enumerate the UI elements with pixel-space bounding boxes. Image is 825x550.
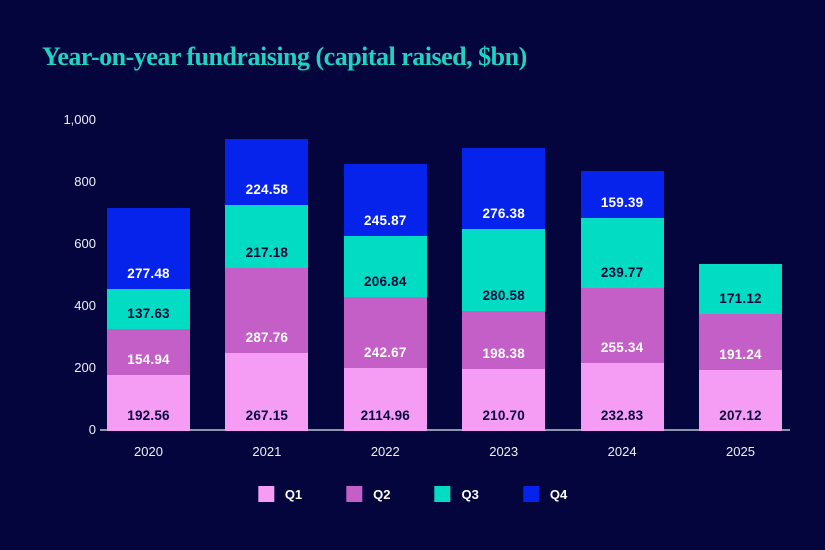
segment-value-label: 277.48 (127, 265, 170, 281)
y-axis-tick-label: 0 (88, 422, 96, 437)
segment-value-label: 280.58 (482, 288, 525, 304)
bar-segment-q3-2023: 280.58 (462, 229, 546, 312)
y-axis-tick-label: 400 (74, 298, 96, 313)
bar-segment-q1-2025: 207.12 (699, 370, 782, 431)
y-axis-tick-label: 200 (74, 360, 96, 375)
bar-segment-q3-2022: 206.84 (343, 236, 427, 297)
segment-value-label: 210.70 (482, 408, 525, 423)
x-axis-label-2025: 2025 (726, 444, 755, 459)
segment-value-label: 171.12 (719, 291, 762, 307)
legend: Q1 Q2 Q3 Q4 (257, 486, 568, 502)
legend-swatch-q2 (346, 486, 363, 502)
segment-value-label: 206.84 (364, 273, 407, 289)
bar-segment-q4-2024: 159.39 (580, 171, 664, 218)
chart-title: Year-on-year fundraising (capital raised… (42, 42, 527, 71)
bar-segment-q2-2020: 154.94 (107, 329, 190, 375)
bar-segment-q1-2024: 232.83 (580, 362, 664, 431)
segment-value-label: 232.83 (600, 408, 644, 423)
bar-segment-q1-2022: 2114.96 (343, 368, 427, 431)
bar-segment-q3-2020: 137.63 (107, 288, 190, 330)
bar-segment-q2-2021: 287.76 (225, 268, 309, 353)
bar-segment-q2-2022: 242.67 (343, 296, 427, 368)
y-axis-tick-label: 800 (74, 174, 96, 189)
bar-segment-q3-2024: 239.77 (580, 217, 664, 289)
segment-value-label: 287.76 (245, 329, 289, 345)
segment-value-label: 159.39 (600, 194, 644, 210)
legend-label: Q3 (461, 486, 479, 502)
bar-segment-q1-2023: 210.70 (462, 369, 546, 431)
legend-item-q2: Q2 (346, 486, 391, 502)
bar-group-2025: 171.12 191.24 207.12 (699, 264, 782, 431)
bar-group-2024: 159.39 239.77 255.34 232.83 (580, 171, 664, 431)
legend-swatch-q1 (257, 486, 274, 502)
legend-swatch-q3 (434, 486, 451, 502)
segment-value-label: 276.38 (482, 206, 525, 222)
bar-segment-q4-2020: 277.48 (107, 207, 190, 289)
bar-segment-q4-2022: 245.87 (343, 164, 427, 237)
segment-value-label: 192.56 (127, 408, 170, 423)
x-axis-baseline (100, 429, 790, 431)
legend-label: Q2 (373, 486, 391, 502)
bar-segment-q3-2025: 171.12 (699, 264, 782, 315)
legend-swatch-q4 (522, 486, 539, 502)
bar-segment-q2-2023: 198.38 (462, 311, 546, 370)
bar-segment-q4-2021: 224.58 (225, 139, 309, 205)
bar-group-2022: 245.87 206.84 242.67 2114.96 (343, 164, 427, 431)
bar-segment-q2-2025: 191.24 (699, 314, 782, 371)
x-axis-label-2024: 2024 (607, 444, 637, 459)
plot-area: 1,000 800 600 400 200 0 277.48 137.63 154.94 192.… (63, 112, 790, 437)
segment-value-label: 137.63 (127, 306, 170, 322)
segment-value-label: 224.58 (245, 181, 289, 197)
y-axis-tick-label: 1,000 (63, 112, 96, 127)
x-axis-label-2022: 2022 (370, 444, 400, 459)
segment-value-label: 267.15 (245, 408, 289, 423)
bar-group-2020: 277.48 137.63 154.94 192.56 (107, 207, 190, 431)
segment-value-label: 255.34 (600, 339, 644, 355)
segment-value-label: 198.38 (482, 346, 525, 362)
bar-group-2021: 224.58 217.18 287.76 267.15 (225, 139, 309, 431)
bar-segment-q1-2020: 192.56 (107, 374, 190, 431)
segment-value-label: 242.67 (364, 345, 407, 360)
segment-value-label: 217.18 (245, 245, 289, 261)
legend-item-q1: Q1 (257, 486, 303, 502)
x-axis-label-2021: 2021 (252, 444, 282, 459)
segment-value-label: 239.77 (600, 265, 644, 281)
segment-value-label: 2114.96 (360, 408, 411, 423)
segment-value-label: 154.94 (127, 351, 170, 367)
legend-label: Q1 (284, 486, 303, 502)
bar-segment-q1-2021: 267.15 (225, 352, 309, 431)
segment-value-label: 207.12 (719, 408, 762, 423)
segment-value-label: 245.87 (364, 213, 407, 229)
segment-value-label: 191.24 (719, 347, 762, 363)
legend-item-q4: Q4 (522, 486, 568, 502)
bar-segment-q2-2024: 255.34 (580, 288, 664, 363)
x-axis-label-2023: 2023 (489, 444, 519, 459)
y-axis-tick-label: 600 (74, 236, 96, 251)
bar-segment-q4-2023: 276.38 (462, 148, 546, 230)
legend-item-q3: Q3 (434, 486, 479, 502)
bar-segment-q3-2021: 217.18 (225, 204, 309, 269)
legend-label: Q4 (549, 486, 568, 502)
bar-group-2023: 276.38 280.58 198.38 210.70 (462, 148, 546, 431)
x-axis-label-2020: 2020 (134, 444, 163, 459)
